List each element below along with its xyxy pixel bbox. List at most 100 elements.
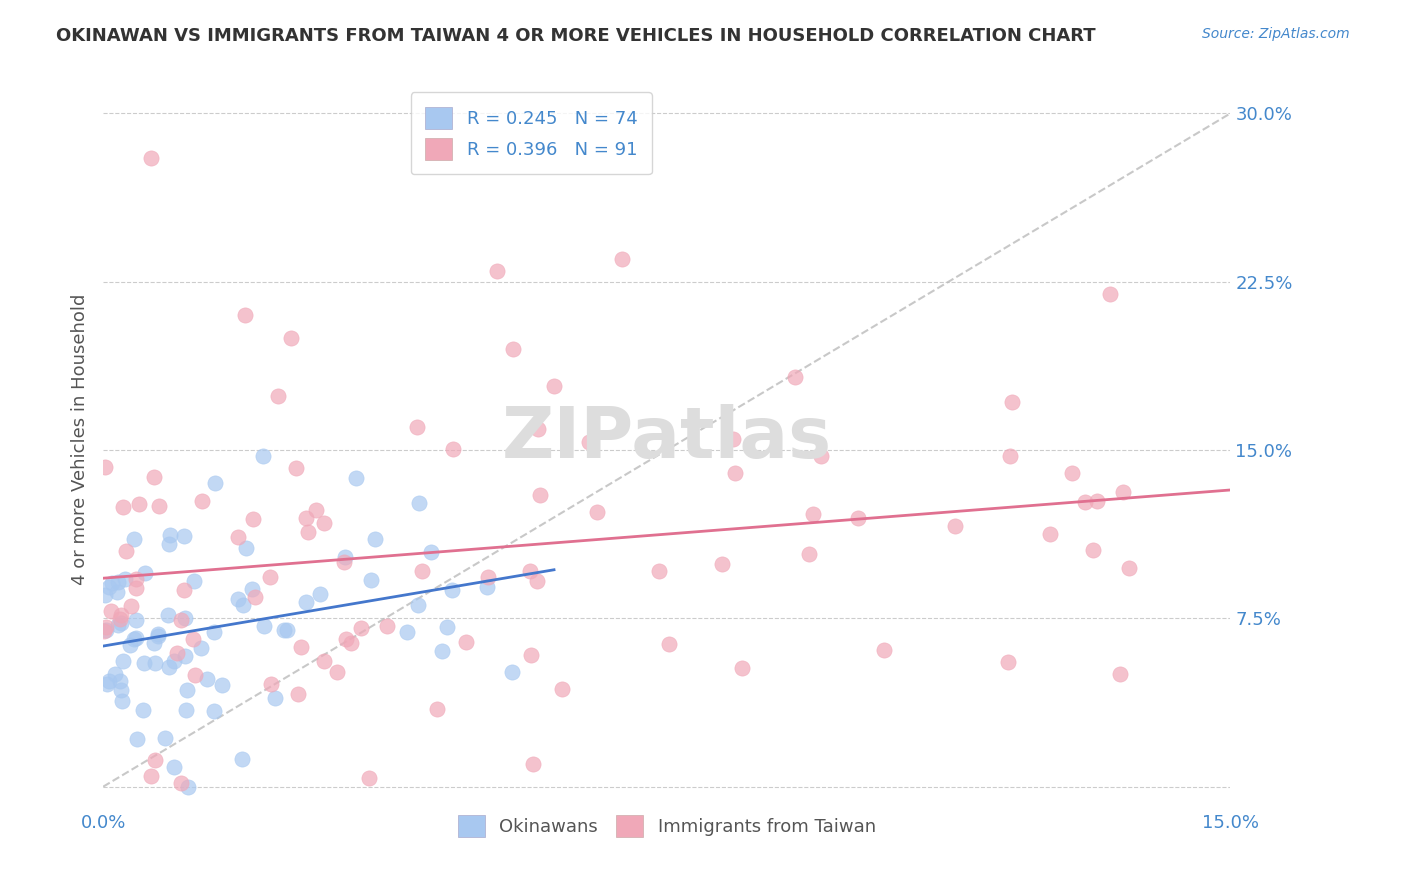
Point <box>1060 466 1083 480</box>
Point <box>94 459 117 474</box>
Point <box>312 516 335 530</box>
Point <box>526 422 548 436</box>
Point <box>1074 495 1097 509</box>
Point <box>128 497 150 511</box>
Point <box>441 442 464 457</box>
Point <box>124 632 146 646</box>
Point <box>96 623 118 637</box>
Point <box>405 420 427 434</box>
Point <box>100 603 122 617</box>
Point <box>145 656 167 670</box>
Point <box>810 450 832 464</box>
Point <box>408 495 430 509</box>
Point <box>1099 286 1122 301</box>
Point <box>112 654 135 668</box>
Point <box>104 667 127 681</box>
Point <box>211 678 233 692</box>
Point <box>132 703 155 717</box>
Point <box>396 624 419 639</box>
Point <box>233 309 256 323</box>
Point <box>98 581 121 595</box>
Point <box>797 547 820 561</box>
Point <box>177 780 200 794</box>
Point <box>157 607 180 622</box>
Legend: Okinawans, Immigrants from Taiwan: Okinawans, Immigrants from Taiwan <box>450 808 883 845</box>
Point <box>522 757 544 772</box>
Point <box>873 643 896 657</box>
Point <box>363 532 385 546</box>
Point <box>110 694 132 708</box>
Point <box>143 469 166 483</box>
Point <box>174 611 197 625</box>
Point <box>357 771 380 785</box>
Point <box>1111 484 1133 499</box>
Point <box>333 549 356 564</box>
Point <box>170 613 193 627</box>
Point <box>526 574 548 588</box>
Point <box>294 511 316 525</box>
Point <box>326 665 349 679</box>
Point <box>114 544 136 558</box>
Point <box>436 620 458 634</box>
Point <box>335 632 357 646</box>
Point <box>125 631 148 645</box>
Point <box>120 599 142 613</box>
Point <box>724 466 747 480</box>
Point <box>658 637 681 651</box>
Point <box>377 619 399 633</box>
Point <box>253 619 276 633</box>
Point <box>146 629 169 643</box>
Point <box>260 676 283 690</box>
Point <box>110 615 132 630</box>
Point <box>191 494 214 508</box>
Point <box>295 595 318 609</box>
Point <box>943 519 966 533</box>
Point <box>519 564 541 578</box>
Point <box>308 587 330 601</box>
Point <box>93 624 115 638</box>
Point <box>146 627 169 641</box>
Point <box>1108 666 1130 681</box>
Point <box>184 668 207 682</box>
Point <box>134 566 156 581</box>
Point <box>340 635 363 649</box>
Point <box>502 342 524 356</box>
Point <box>195 672 218 686</box>
Point <box>173 582 195 597</box>
Point <box>105 585 128 599</box>
Point <box>235 541 257 555</box>
Point <box>501 665 523 679</box>
Point <box>314 654 336 668</box>
Point <box>112 500 135 515</box>
Point <box>134 656 156 670</box>
Point <box>1039 526 1062 541</box>
Point <box>96 677 118 691</box>
Point <box>96 620 118 634</box>
Point <box>141 151 163 165</box>
Point <box>122 533 145 547</box>
Point <box>107 618 129 632</box>
Point <box>125 613 148 627</box>
Point <box>1085 494 1108 508</box>
Point <box>231 752 253 766</box>
Point <box>290 640 312 654</box>
Point <box>276 624 298 638</box>
Point <box>475 580 498 594</box>
Point <box>801 507 824 521</box>
Point <box>441 583 464 598</box>
Point <box>551 681 574 696</box>
Point <box>125 572 148 586</box>
Point <box>846 511 869 525</box>
Point <box>125 732 148 747</box>
Point <box>610 252 633 267</box>
Point <box>350 621 373 635</box>
Point <box>519 648 541 662</box>
Point <box>723 432 745 446</box>
Text: OKINAWAN VS IMMIGRANTS FROM TAIWAN 4 OR MORE VEHICLES IN HOUSEHOLD CORRELATION C: OKINAWAN VS IMMIGRANTS FROM TAIWAN 4 OR … <box>56 27 1095 45</box>
Point <box>226 530 249 544</box>
Point <box>242 512 264 526</box>
Point <box>143 753 166 767</box>
Point <box>1081 543 1104 558</box>
Point <box>252 449 274 463</box>
Point <box>173 529 195 543</box>
